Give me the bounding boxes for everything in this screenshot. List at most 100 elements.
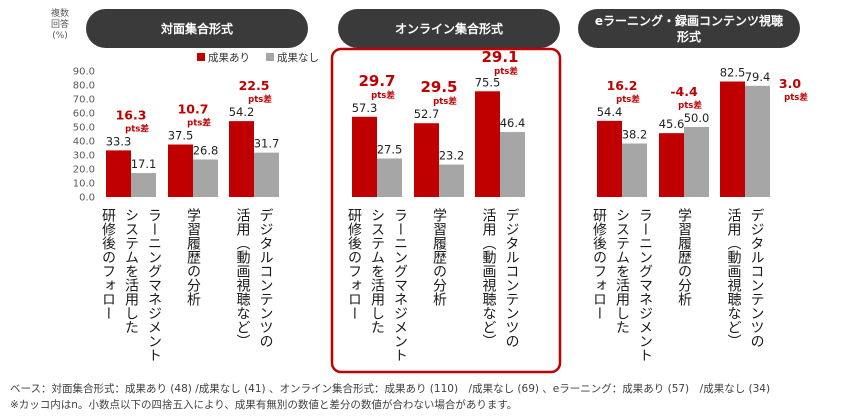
data-label-yes: 54.2	[229, 105, 255, 119]
data-label-no: 26.8	[193, 143, 219, 157]
category-label: 学習履歴の分析	[676, 208, 692, 306]
category-label: 研修後のフォロー	[100, 208, 116, 320]
difference-value: -4.4	[670, 84, 698, 99]
y-tick-label: 10.0	[73, 179, 95, 190]
y-tick-label: 80.0	[73, 81, 95, 92]
bar-no	[745, 85, 770, 197]
data-label-no: 38.2	[622, 128, 648, 142]
bar-no	[439, 164, 464, 197]
panel-title: 形式	[677, 29, 701, 44]
category-label: 学習履歴の分析	[185, 208, 201, 306]
y-tick-label: 0.0	[79, 193, 95, 204]
y-tick-label: 90.0	[73, 67, 95, 78]
difference-unit: pts差	[494, 66, 518, 77]
footnote-base: ベース：対面集合形式：成果あり (48) /成果なし (41) 、オンライン集合…	[10, 383, 771, 395]
bar-no	[193, 159, 218, 197]
category-label: 研修後のフォロー	[346, 208, 362, 320]
bar-no	[684, 127, 709, 197]
footnote-rounding: ※カッコ内はn。小数点以下の四捨五入により、成果有無別の数値と差分の数値が合わな…	[10, 399, 518, 411]
data-label-no: 31.7	[254, 137, 280, 151]
legend-label-no: 成果なし	[277, 52, 319, 64]
bar-yes	[597, 120, 622, 197]
data-label-yes: 45.6	[659, 117, 685, 131]
panel-title: eラーニング・録画コンテンツ視聴	[595, 13, 783, 28]
data-label-no: 23.2	[439, 149, 465, 163]
difference-value: 29.5	[420, 78, 457, 96]
difference-value: 16.2	[607, 78, 638, 93]
y-tick-label: 20.0	[73, 165, 95, 176]
panel-header-pill	[338, 9, 560, 48]
panel-title: オンライン集合形式	[395, 21, 503, 36]
data-label-no: 27.5	[377, 143, 403, 157]
category-label: システムを活用した	[369, 208, 385, 334]
bar-yes	[229, 121, 254, 197]
bar-no	[500, 132, 525, 197]
y-axis-title: 回答	[51, 18, 69, 30]
category-label: 活用（動画視聴など）	[235, 208, 251, 348]
category-label: ラーニングマネジメント	[637, 208, 653, 362]
y-tick-label: 60.0	[73, 109, 95, 120]
bar-yes	[414, 123, 439, 197]
category-label: デジタルコンテンツの	[258, 208, 274, 348]
category-label: 研修後のフォロー	[591, 208, 607, 320]
y-tick-label: 50.0	[73, 123, 95, 134]
data-label-no: 50.0	[684, 111, 710, 125]
bar-yes	[352, 116, 377, 197]
difference-value: 29.7	[358, 72, 395, 90]
category-label: ラーニングマネジメント	[392, 208, 408, 362]
difference-unit: pts差	[248, 94, 272, 105]
bar-yes	[168, 144, 193, 197]
bar-no	[622, 143, 647, 197]
difference-unit: pts差	[125, 123, 149, 134]
difference-value: 3.0	[779, 76, 801, 91]
data-label-no: 17.1	[131, 157, 157, 171]
data-label-yes: 37.5	[168, 129, 194, 143]
panel-header-pill	[578, 9, 800, 48]
bar-yes	[659, 133, 684, 197]
data-label-yes: 33.3	[106, 134, 132, 148]
difference-unit: pts差	[187, 118, 211, 129]
data-label-no: 79.4	[745, 70, 771, 84]
difference-unit: pts差	[616, 94, 640, 105]
data-label-yes: 54.4	[597, 105, 623, 119]
data-label-yes: 52.7	[414, 107, 440, 121]
difference-value: 16.3	[116, 107, 147, 122]
y-axis-title: (%)	[52, 31, 68, 41]
y-axis-title: 複数	[51, 7, 69, 19]
bar-yes	[720, 81, 745, 197]
highlight-frame	[330, 47, 562, 374]
difference-value: 29.1	[481, 48, 518, 66]
bar-yes	[475, 91, 500, 197]
data-label-yes: 82.5	[720, 66, 746, 80]
difference-unit: pts差	[784, 92, 808, 103]
panel-header-pill	[86, 9, 308, 48]
difference-value: 22.5	[239, 78, 270, 93]
data-label-yes: 57.3	[352, 101, 378, 115]
legend-swatch-yes	[197, 53, 205, 61]
difference-unit: pts差	[678, 100, 702, 111]
y-tick-label: 70.0	[73, 95, 95, 106]
category-label: デジタルコンテンツの	[504, 208, 520, 348]
bar-yes	[106, 150, 131, 197]
legend-swatch-no	[266, 53, 274, 61]
category-label: システムを活用した	[614, 208, 630, 334]
category-label: 活用（動画視聴など）	[481, 208, 497, 348]
y-tick-label: 30.0	[73, 151, 95, 162]
bar-no	[131, 173, 156, 197]
y-tick-label: 40.0	[73, 137, 95, 148]
category-label: 活用（動画視聴など）	[726, 208, 742, 348]
bar-no	[254, 152, 279, 197]
category-label: ラーニングマネジメント	[146, 208, 162, 362]
data-label-yes: 75.5	[475, 75, 501, 89]
difference-value: 10.7	[178, 102, 209, 117]
bar-no	[377, 158, 402, 197]
category-label: 学習履歴の分析	[431, 208, 447, 306]
legend-label-yes: 成果あり	[208, 52, 250, 64]
category-label: デジタルコンテンツの	[749, 208, 765, 348]
category-label: システムを活用した	[123, 208, 139, 334]
data-label-no: 46.4	[500, 116, 526, 130]
difference-unit: pts差	[433, 96, 457, 107]
difference-unit: pts差	[371, 90, 395, 101]
panel-title: 対面集合形式	[160, 21, 233, 36]
